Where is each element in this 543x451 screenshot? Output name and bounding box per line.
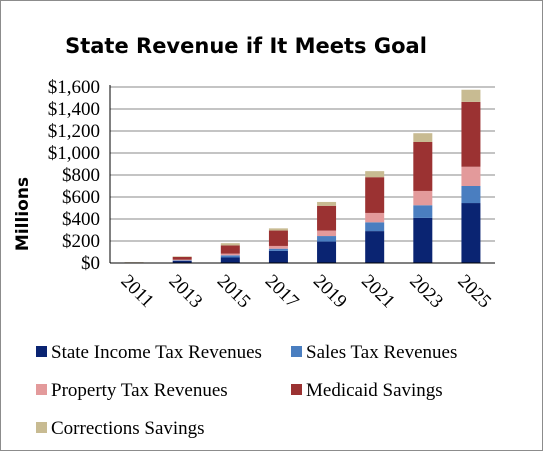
y-axis-label: Millions — [13, 177, 33, 251]
bar-segment — [365, 177, 385, 213]
y-tick-label: $800 — [62, 165, 100, 186]
bar-segment — [413, 205, 433, 218]
legend-label: State Income Tax Revenues — [51, 342, 262, 363]
bar-segment — [413, 217, 433, 263]
bar-segment — [172, 260, 192, 261]
y-tick-label: $0 — [81, 253, 100, 274]
x-tick-label: 2025 — [453, 271, 495, 313]
legend-label: Corrections Savings — [51, 418, 205, 439]
y-tick-label: $1,000 — [48, 143, 100, 164]
bar-segment — [317, 230, 337, 237]
legend-label: Property Tax Revenues — [51, 380, 228, 401]
bar-segment — [172, 260, 192, 263]
legend-swatch — [291, 346, 302, 357]
bar-segment — [413, 190, 433, 206]
legend-label: Sales Tax Revenues — [306, 342, 457, 363]
bar-segment — [172, 259, 192, 261]
bar-segment — [365, 171, 385, 178]
y-tick-label: $1,600 — [48, 77, 100, 98]
axes — [109, 85, 495, 264]
y-ticks: $0$200$400$600$800$1,000$1,200$1,400$1,6… — [48, 77, 100, 274]
legend: State Income Tax Revenues Sales Tax Reven… — [36, 342, 457, 439]
bar-segment — [461, 101, 481, 167]
x-tick-label: 2023 — [405, 271, 447, 313]
x-tick-label: 2017 — [261, 271, 303, 313]
bar-segment — [413, 133, 433, 142]
bar-segment — [220, 245, 240, 254]
bar-segment — [268, 250, 288, 263]
bar-segment — [413, 142, 433, 191]
bar-segment — [461, 203, 481, 263]
bar-segment — [365, 231, 385, 263]
y-tick-label: $1,200 — [48, 121, 100, 142]
bar-segment — [220, 255, 240, 258]
bar-segment — [220, 257, 240, 263]
bar-segment — [317, 205, 337, 231]
bars — [124, 89, 481, 263]
y-tick-label: $600 — [62, 187, 100, 208]
x-tick-label: 2021 — [357, 271, 399, 313]
bar-segment — [461, 166, 481, 186]
bar-segment — [220, 253, 240, 256]
x-tick-label: 2013 — [165, 271, 207, 313]
bar-segment — [317, 241, 337, 263]
legend-label: Medicaid Savings — [306, 380, 443, 401]
y-tick-label: $200 — [62, 231, 100, 252]
legend-swatch — [36, 422, 47, 433]
legend-swatch — [36, 346, 47, 357]
bar-segment — [268, 245, 288, 249]
bar-segment — [461, 89, 481, 102]
bar-segment — [365, 212, 385, 223]
bar-segment — [172, 256, 192, 260]
bar-segment — [461, 186, 481, 204]
chart-title: State Revenue if It Meets Goal — [65, 34, 427, 58]
y-tick-label: $400 — [62, 209, 100, 230]
bar-segment — [317, 236, 337, 242]
x-ticks: 2011 2013 2015 2017 2019 2021 2023 2025 — [117, 271, 496, 313]
gridlines — [110, 86, 495, 242]
x-tick-label: 2019 — [309, 271, 351, 313]
bar-segment — [220, 243, 240, 246]
bar-segment — [317, 201, 337, 206]
x-tick-label: 2011 — [117, 271, 158, 312]
y-tick-label: $1,400 — [48, 99, 100, 120]
bar-segment — [268, 248, 288, 251]
bar-segment — [268, 230, 288, 246]
bar-segment — [268, 228, 288, 231]
legend-swatch — [36, 384, 47, 395]
x-tick-label: 2015 — [213, 271, 255, 313]
bar-segment — [365, 222, 385, 232]
legend-swatch — [291, 384, 302, 395]
bar-segment — [172, 256, 192, 257]
